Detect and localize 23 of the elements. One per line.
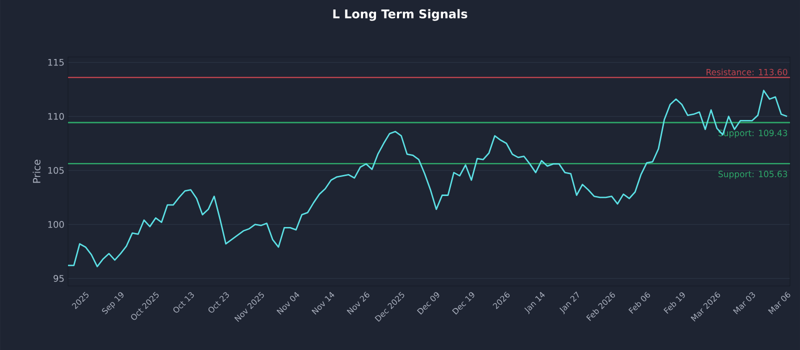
x-tick-label: Mar 06 <box>768 292 790 314</box>
x-tick-label: Nov 14 <box>312 292 334 315</box>
y-tick-label: 95 <box>54 275 64 282</box>
x-tick-label: Sep 19 <box>102 292 124 314</box>
chart-title: L Long Term Signals <box>333 9 468 21</box>
y-tick-label: 110 <box>48 112 64 120</box>
x-tick-label: Nov 26 <box>346 292 370 315</box>
x-tick-label: Jan 27 <box>560 292 579 314</box>
x-tick-label: Oct 23 <box>208 292 229 313</box>
x-tick-label: Nov 04 <box>276 292 300 315</box>
x-tick-label: Oct 13 <box>173 292 194 313</box>
x-tick-label: Dec 19 <box>452 292 474 315</box>
y-tick-label: 115 <box>48 59 64 66</box>
ref-line-label: Support: 105.63 <box>718 170 788 179</box>
x-tick-label: Jan 14 <box>524 292 545 314</box>
y-tick-label: 100 <box>48 221 64 228</box>
y-tick-label: 105 <box>48 167 64 174</box>
x-tick-label: Dec 09 <box>416 292 440 315</box>
y-axis-title: Price <box>32 160 40 183</box>
x-tick-label: Mar 03 <box>732 292 756 314</box>
x-tick-label: Feb 06 <box>628 292 650 314</box>
ref-line-label: Resistance: 113.60 <box>706 68 788 76</box>
x-tick-label: Feb 19 <box>664 292 685 314</box>
